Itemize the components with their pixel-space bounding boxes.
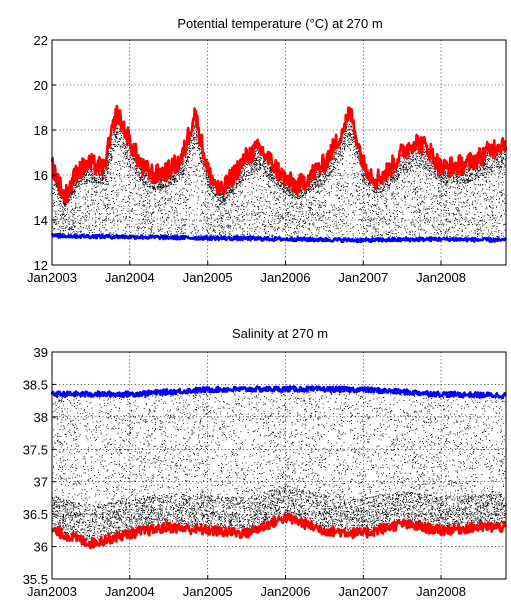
blue-series-line xyxy=(50,232,508,244)
x-tick-label: Jan2008 xyxy=(416,270,466,285)
salinity-chart: Salinity at 270 m Jan2003 Jan2004 Jan2005 J… xyxy=(23,326,508,599)
x-tick-label: Jan2005 xyxy=(183,584,233,599)
temperature-plot-frame xyxy=(51,39,507,266)
x-tick-label: Jan2008 xyxy=(416,584,466,599)
x-tick-label: Jan2003 xyxy=(27,584,77,599)
red-series-line xyxy=(50,512,508,550)
salinity-series-lines xyxy=(50,385,508,550)
x-tick-label: Jan2004 xyxy=(105,584,155,599)
temperature-tick-labels: Jan2003 Jan2004 Jan2005 Jan2006 Jan2007 Jan20… xyxy=(27,33,466,285)
x-tick-label: Jan2007 xyxy=(338,584,388,599)
temperature-chart: Potential temperature (°C) at 270 m Jan2… xyxy=(27,16,508,285)
salinity-chart-title: Salinity at 270 m xyxy=(232,326,328,341)
x-tick-label: Jan2004 xyxy=(105,270,155,285)
temperature-chart-title: Potential temperature (°C) at 270 m xyxy=(177,16,382,31)
y-tick-label: 18 xyxy=(34,123,48,138)
y-tick-label: 37 xyxy=(34,475,48,490)
temperature-series-lines xyxy=(50,104,508,244)
y-tick-label: 22 xyxy=(34,33,48,48)
red-series-line xyxy=(50,104,508,204)
y-tick-label: 36 xyxy=(34,540,48,555)
blue-series-line xyxy=(50,385,507,400)
x-tick-label: Jan2007 xyxy=(338,270,388,285)
y-tick-label: 37.5 xyxy=(23,442,48,457)
x-tick-label: Jan2006 xyxy=(261,584,311,599)
y-tick-label: 20 xyxy=(34,78,48,93)
x-tick-label: Jan2003 xyxy=(27,270,77,285)
salinity-plot-frame xyxy=(51,351,507,580)
y-tick-label: 14 xyxy=(34,213,48,228)
y-tick-label: 12 xyxy=(34,258,48,273)
y-tick-label: 38.5 xyxy=(23,377,48,392)
y-tick-label: 39 xyxy=(34,345,48,360)
y-tick-label: 38 xyxy=(34,410,48,425)
x-tick-label: Jan2005 xyxy=(183,270,233,285)
y-tick-label: 36.5 xyxy=(23,507,48,522)
y-tick-label: 35.5 xyxy=(23,572,48,587)
y-tick-label: 16 xyxy=(34,168,48,183)
x-tick-label: Jan2006 xyxy=(261,270,311,285)
temperature-grid xyxy=(52,40,506,265)
salinity-tick-labels: Jan2003 Jan2004 Jan2005 Jan2006 Jan2007 Jan20… xyxy=(23,345,466,599)
